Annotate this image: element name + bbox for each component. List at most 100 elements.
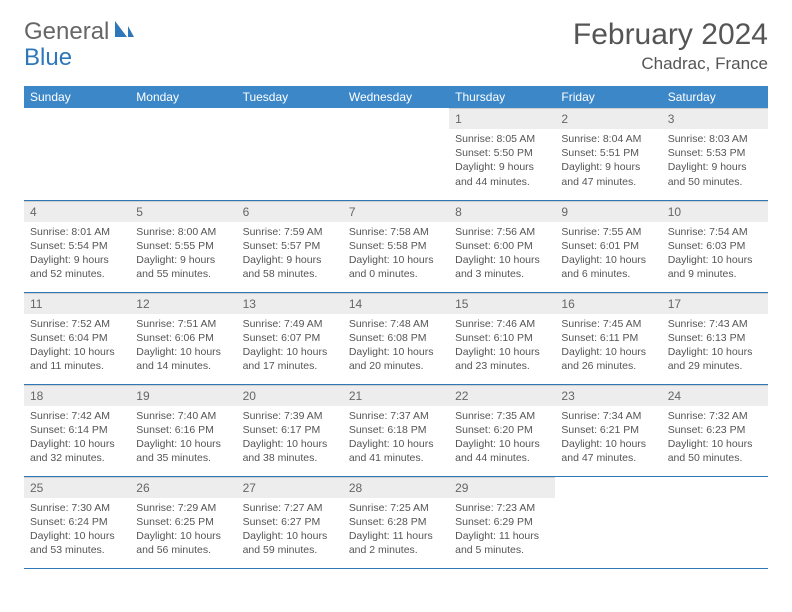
logo-text-general: General — [24, 18, 109, 46]
sunrise-text: Sunrise: 7:52 AM — [30, 317, 124, 331]
sunrise-text: Sunrise: 7:45 AM — [561, 317, 655, 331]
sunset-text: Sunset: 5:50 PM — [455, 146, 549, 160]
daylight-text: Daylight: 9 hours and 58 minutes. — [243, 253, 337, 281]
sunset-text: Sunset: 6:24 PM — [30, 515, 124, 529]
day-content: Sunrise: 7:23 AMSunset: 6:29 PMDaylight:… — [449, 498, 555, 564]
day-content: Sunrise: 7:46 AMSunset: 6:10 PMDaylight:… — [449, 314, 555, 380]
calendar-day-cell: 11Sunrise: 7:52 AMSunset: 6:04 PMDayligh… — [24, 292, 130, 384]
calendar-day-cell: 18Sunrise: 7:42 AMSunset: 6:14 PMDayligh… — [24, 384, 130, 476]
sunrise-text: Sunrise: 7:58 AM — [349, 225, 443, 239]
sunset-text: Sunset: 6:18 PM — [349, 423, 443, 437]
calendar-day-cell — [24, 108, 130, 200]
sunset-text: Sunset: 6:13 PM — [668, 331, 762, 345]
daylight-text: Daylight: 10 hours and 59 minutes. — [243, 529, 337, 557]
day-header: Thursday — [449, 86, 555, 108]
calendar-day-cell: 7Sunrise: 7:58 AMSunset: 5:58 PMDaylight… — [343, 200, 449, 292]
month-title: February 2024 — [573, 18, 768, 52]
calendar-day-cell: 21Sunrise: 7:37 AMSunset: 6:18 PMDayligh… — [343, 384, 449, 476]
day-number: 21 — [343, 385, 449, 406]
day-header-row: Sunday Monday Tuesday Wednesday Thursday… — [24, 86, 768, 108]
day-content: Sunrise: 7:51 AMSunset: 6:06 PMDaylight:… — [130, 314, 236, 380]
day-number: 27 — [237, 477, 343, 498]
day-content: Sunrise: 7:25 AMSunset: 6:28 PMDaylight:… — [343, 498, 449, 564]
day-content: Sunrise: 7:37 AMSunset: 6:18 PMDaylight:… — [343, 406, 449, 472]
daylight-text: Daylight: 9 hours and 47 minutes. — [561, 160, 655, 188]
day-content: Sunrise: 8:03 AMSunset: 5:53 PMDaylight:… — [662, 129, 768, 195]
sunrise-text: Sunrise: 7:46 AM — [455, 317, 549, 331]
daylight-text: Daylight: 10 hours and 0 minutes. — [349, 253, 443, 281]
day-header: Friday — [555, 86, 661, 108]
day-number — [555, 477, 661, 497]
day-number: 24 — [662, 385, 768, 406]
day-number: 16 — [555, 293, 661, 314]
daylight-text: Daylight: 10 hours and 3 minutes. — [455, 253, 549, 281]
sunrise-text: Sunrise: 8:00 AM — [136, 225, 230, 239]
day-content: Sunrise: 7:39 AMSunset: 6:17 PMDaylight:… — [237, 406, 343, 472]
sunset-text: Sunset: 6:28 PM — [349, 515, 443, 529]
sunrise-text: Sunrise: 7:56 AM — [455, 225, 549, 239]
sunset-text: Sunset: 6:08 PM — [349, 331, 443, 345]
day-content: Sunrise: 7:56 AMSunset: 6:00 PMDaylight:… — [449, 222, 555, 288]
calendar-day-cell: 3Sunrise: 8:03 AMSunset: 5:53 PMDaylight… — [662, 108, 768, 200]
calendar-day-cell: 22Sunrise: 7:35 AMSunset: 6:20 PMDayligh… — [449, 384, 555, 476]
sunset-text: Sunset: 6:23 PM — [668, 423, 762, 437]
calendar-day-cell: 13Sunrise: 7:49 AMSunset: 6:07 PMDayligh… — [237, 292, 343, 384]
daylight-text: Daylight: 9 hours and 44 minutes. — [455, 160, 549, 188]
day-content: Sunrise: 7:32 AMSunset: 6:23 PMDaylight:… — [662, 406, 768, 472]
day-header: Monday — [130, 86, 236, 108]
sunset-text: Sunset: 6:21 PM — [561, 423, 655, 437]
sunset-text: Sunset: 6:06 PM — [136, 331, 230, 345]
sunrise-text: Sunrise: 7:40 AM — [136, 409, 230, 423]
calendar-day-cell — [555, 476, 661, 568]
calendar-day-cell: 15Sunrise: 7:46 AMSunset: 6:10 PMDayligh… — [449, 292, 555, 384]
daylight-text: Daylight: 10 hours and 56 minutes. — [136, 529, 230, 557]
day-content: Sunrise: 7:55 AMSunset: 6:01 PMDaylight:… — [555, 222, 661, 288]
daylight-text: Daylight: 10 hours and 29 minutes. — [668, 345, 762, 373]
title-block: February 2024 Chadrac, France — [573, 18, 768, 74]
day-content: Sunrise: 7:54 AMSunset: 6:03 PMDaylight:… — [662, 222, 768, 288]
day-header: Sunday — [24, 86, 130, 108]
sunset-text: Sunset: 6:27 PM — [243, 515, 337, 529]
sunrise-text: Sunrise: 7:43 AM — [668, 317, 762, 331]
sunrise-text: Sunrise: 7:34 AM — [561, 409, 655, 423]
day-number — [662, 477, 768, 497]
day-number: 17 — [662, 293, 768, 314]
sunrise-text: Sunrise: 7:29 AM — [136, 501, 230, 515]
daylight-text: Daylight: 10 hours and 32 minutes. — [30, 437, 124, 465]
calendar-day-cell: 9Sunrise: 7:55 AMSunset: 6:01 PMDaylight… — [555, 200, 661, 292]
day-number: 23 — [555, 385, 661, 406]
day-content: Sunrise: 7:27 AMSunset: 6:27 PMDaylight:… — [237, 498, 343, 564]
day-number: 12 — [130, 293, 236, 314]
sunset-text: Sunset: 6:29 PM — [455, 515, 549, 529]
calendar-day-cell: 23Sunrise: 7:34 AMSunset: 6:21 PMDayligh… — [555, 384, 661, 476]
sunrise-text: Sunrise: 8:05 AM — [455, 132, 549, 146]
calendar-day-cell: 12Sunrise: 7:51 AMSunset: 6:06 PMDayligh… — [130, 292, 236, 384]
day-number: 13 — [237, 293, 343, 314]
calendar-day-cell: 26Sunrise: 7:29 AMSunset: 6:25 PMDayligh… — [130, 476, 236, 568]
daylight-text: Daylight: 10 hours and 6 minutes. — [561, 253, 655, 281]
sunset-text: Sunset: 6:16 PM — [136, 423, 230, 437]
day-content: Sunrise: 7:59 AMSunset: 5:57 PMDaylight:… — [237, 222, 343, 288]
day-number — [343, 108, 449, 128]
sunset-text: Sunset: 6:01 PM — [561, 239, 655, 253]
day-number: 4 — [24, 201, 130, 222]
calendar-day-cell: 24Sunrise: 7:32 AMSunset: 6:23 PMDayligh… — [662, 384, 768, 476]
sunset-text: Sunset: 6:11 PM — [561, 331, 655, 345]
sunset-text: Sunset: 6:14 PM — [30, 423, 124, 437]
sunset-text: Sunset: 6:20 PM — [455, 423, 549, 437]
calendar-day-cell: 29Sunrise: 7:23 AMSunset: 6:29 PMDayligh… — [449, 476, 555, 568]
calendar-day-cell: 14Sunrise: 7:48 AMSunset: 6:08 PMDayligh… — [343, 292, 449, 384]
sunset-text: Sunset: 6:07 PM — [243, 331, 337, 345]
daylight-text: Daylight: 10 hours and 9 minutes. — [668, 253, 762, 281]
day-content: Sunrise: 7:52 AMSunset: 6:04 PMDaylight:… — [24, 314, 130, 380]
daylight-text: Daylight: 10 hours and 11 minutes. — [30, 345, 124, 373]
day-header: Wednesday — [343, 86, 449, 108]
daylight-text: Daylight: 11 hours and 2 minutes. — [349, 529, 443, 557]
day-number: 22 — [449, 385, 555, 406]
sunrise-text: Sunrise: 7:27 AM — [243, 501, 337, 515]
daylight-text: Daylight: 10 hours and 23 minutes. — [455, 345, 549, 373]
sunset-text: Sunset: 6:04 PM — [30, 331, 124, 345]
sunset-text: Sunset: 6:10 PM — [455, 331, 549, 345]
day-number: 25 — [24, 477, 130, 498]
day-content: Sunrise: 7:34 AMSunset: 6:21 PMDaylight:… — [555, 406, 661, 472]
